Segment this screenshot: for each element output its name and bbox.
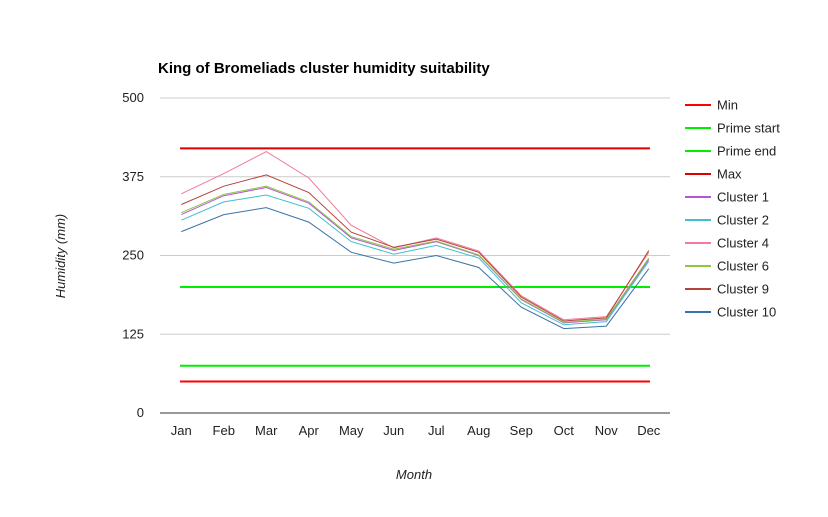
series-line-cluster-2 — [181, 194, 650, 326]
legend-label: Cluster 1 — [717, 190, 769, 205]
series-line-cluster-1 — [181, 186, 650, 324]
x-tick-label: Feb — [213, 423, 235, 438]
y-tick-label: 125 — [122, 326, 144, 341]
legend-label: Cluster 10 — [717, 305, 776, 320]
y-axis-ticks: 0 125 250 375 500 — [122, 90, 144, 420]
legend-label: Cluster 2 — [717, 213, 769, 228]
y-tick-label: 250 — [122, 248, 144, 263]
gridlines — [160, 97, 670, 335]
series-line-cluster-9 — [181, 174, 650, 322]
legend-label: Cluster 4 — [717, 236, 769, 251]
y-axis-label: Humidity (mm) — [53, 214, 68, 299]
series-lines — [180, 147, 650, 383]
chart-title: King of Bromeliads cluster humidity suit… — [158, 60, 490, 77]
x-tick-label: Jan — [171, 423, 192, 438]
x-tick-label: Nov — [595, 423, 619, 438]
legend-label: Max — [717, 167, 742, 182]
series-line-cluster-6 — [181, 185, 650, 323]
x-tick-label: Oct — [554, 423, 575, 438]
x-axis-ticks: Jan Feb Mar Apr May Jun Jul Aug Sep Oct Nov Dec — [171, 423, 661, 438]
legend-label: Cluster 9 — [717, 282, 769, 297]
y-tick-label: 0 — [137, 405, 144, 420]
legend: Min Prime start Prime end Max Cluster 1 Clust… — [685, 98, 780, 320]
x-tick-label: Dec — [637, 423, 661, 438]
x-tick-label: Jul — [428, 423, 445, 438]
legend-label: Min — [717, 98, 738, 113]
x-tick-label: Sep — [510, 423, 533, 438]
y-tick-label: 500 — [122, 90, 144, 105]
legend-label: Prime end — [717, 144, 776, 159]
x-tick-label: Apr — [299, 423, 320, 438]
x-tick-label: Mar — [255, 423, 278, 438]
legend-label: Prime start — [717, 121, 780, 136]
legend-label: Cluster 6 — [717, 259, 769, 274]
x-tick-label: Jun — [383, 423, 404, 438]
x-tick-label: May — [339, 423, 364, 438]
x-tick-label: Aug — [467, 423, 490, 438]
y-tick-label: 375 — [122, 169, 144, 184]
series-line-cluster-10 — [181, 207, 650, 330]
x-axis-label: Month — [396, 467, 432, 482]
